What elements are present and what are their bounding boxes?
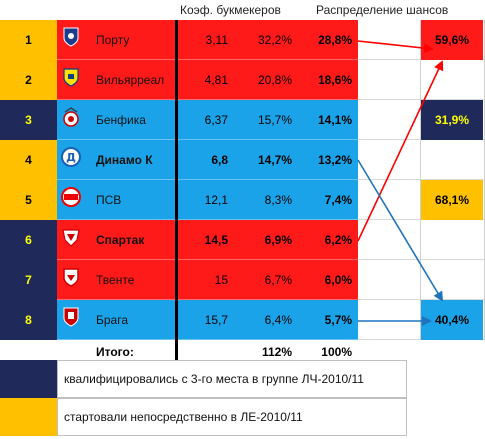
share-value: 13,2% bbox=[317, 153, 352, 167]
implied-pct: 15,7% bbox=[257, 113, 292, 127]
odds-value: 15 bbox=[214, 273, 228, 287]
share-value: 6,2% bbox=[324, 233, 352, 247]
villarreal-logo-icon bbox=[58, 64, 84, 90]
row-band bbox=[57, 100, 358, 140]
legend-swatch-navy bbox=[0, 360, 57, 398]
row-band bbox=[57, 60, 358, 100]
empty-grid-cell bbox=[358, 260, 485, 300]
totals-pct: 112% bbox=[261, 345, 292, 359]
braga-logo-icon bbox=[58, 304, 84, 330]
share-value: 7,4% bbox=[324, 193, 352, 207]
share-value: 14,1% bbox=[317, 113, 352, 127]
result-cell: 31,9% bbox=[421, 100, 483, 140]
odds-header: Коэф. букмекеров bbox=[180, 3, 281, 17]
odds-value: 3,11 bbox=[205, 33, 228, 47]
totals-label: Итого: bbox=[96, 345, 134, 359]
implied-pct: 20,8% bbox=[257, 73, 292, 87]
team-name: Динамо К bbox=[96, 153, 153, 167]
rank-cell: 3 bbox=[0, 100, 57, 140]
rank-cell: 4 bbox=[0, 140, 57, 180]
odds-value: 12,1 bbox=[204, 193, 228, 207]
benfica-logo-icon bbox=[58, 104, 84, 130]
legend-swatch-gold bbox=[0, 398, 57, 436]
rank-cell: 5 bbox=[0, 180, 57, 220]
legend-text-navy: квалифицировались с 3-го места в группе … bbox=[57, 360, 407, 398]
svg-text:Д: Д bbox=[66, 151, 76, 164]
implied-pct: 6,7% bbox=[264, 273, 292, 287]
implied-pct: 14,7% bbox=[257, 153, 292, 167]
rank-cell: 2 bbox=[0, 60, 57, 100]
result-cell: 40,4% bbox=[421, 300, 483, 340]
row-band bbox=[57, 300, 358, 340]
team-name: Твенте bbox=[96, 273, 135, 287]
psv-logo-icon bbox=[58, 184, 84, 210]
rank-cell: 7 bbox=[0, 260, 57, 300]
rank-cell: 6 bbox=[0, 220, 57, 260]
distribution-header: Распределение шансов bbox=[316, 3, 449, 17]
legend-text-gold: стартовали непосредственно в ЛЕ-2010/11 bbox=[57, 398, 407, 436]
odds-value: 6,8 bbox=[211, 153, 228, 167]
team-name: Бенфика bbox=[96, 113, 146, 127]
row-band bbox=[57, 140, 358, 180]
row-band bbox=[57, 220, 358, 260]
rank-cell: 1 bbox=[0, 20, 57, 60]
rank-cell: 8 bbox=[0, 300, 57, 340]
dynamo-logo-icon: Д bbox=[58, 144, 84, 170]
team-name: Вильярреал bbox=[96, 73, 165, 87]
share-value: 6,0% bbox=[324, 273, 352, 287]
result-cell: 68,1% bbox=[421, 180, 483, 220]
team-name: ПСВ bbox=[96, 193, 122, 207]
totals-share: 100% bbox=[321, 345, 352, 359]
implied-pct: 32,2% bbox=[257, 33, 292, 47]
team-name: Порту bbox=[96, 33, 130, 47]
odds-value: 4,81 bbox=[204, 73, 228, 87]
odds-value: 6,37 bbox=[204, 113, 228, 127]
odds-value: 14,5 bbox=[204, 233, 228, 247]
share-value: 28,8% bbox=[317, 33, 352, 47]
result-cell: 59,6% bbox=[421, 20, 483, 60]
odds-value: 15,7 bbox=[204, 313, 228, 327]
porto-logo-icon bbox=[58, 24, 84, 50]
team-name: Брага bbox=[96, 313, 129, 327]
column-separator bbox=[175, 20, 178, 360]
row-band bbox=[57, 260, 358, 300]
team-name: Спартак bbox=[96, 233, 145, 247]
empty-grid-cell bbox=[358, 220, 485, 260]
row-band bbox=[57, 20, 358, 60]
empty-grid-cell bbox=[358, 60, 485, 100]
row-band bbox=[57, 180, 358, 220]
implied-pct: 6,4% bbox=[264, 313, 292, 327]
share-value: 5,7% bbox=[324, 313, 352, 327]
spartak-logo-icon bbox=[58, 224, 84, 250]
share-value: 18,6% bbox=[317, 73, 352, 87]
empty-grid-cell bbox=[358, 140, 485, 180]
implied-pct: 6,9% bbox=[264, 233, 292, 247]
implied-pct: 8,3% bbox=[264, 193, 292, 207]
twente-logo-icon bbox=[58, 264, 84, 290]
